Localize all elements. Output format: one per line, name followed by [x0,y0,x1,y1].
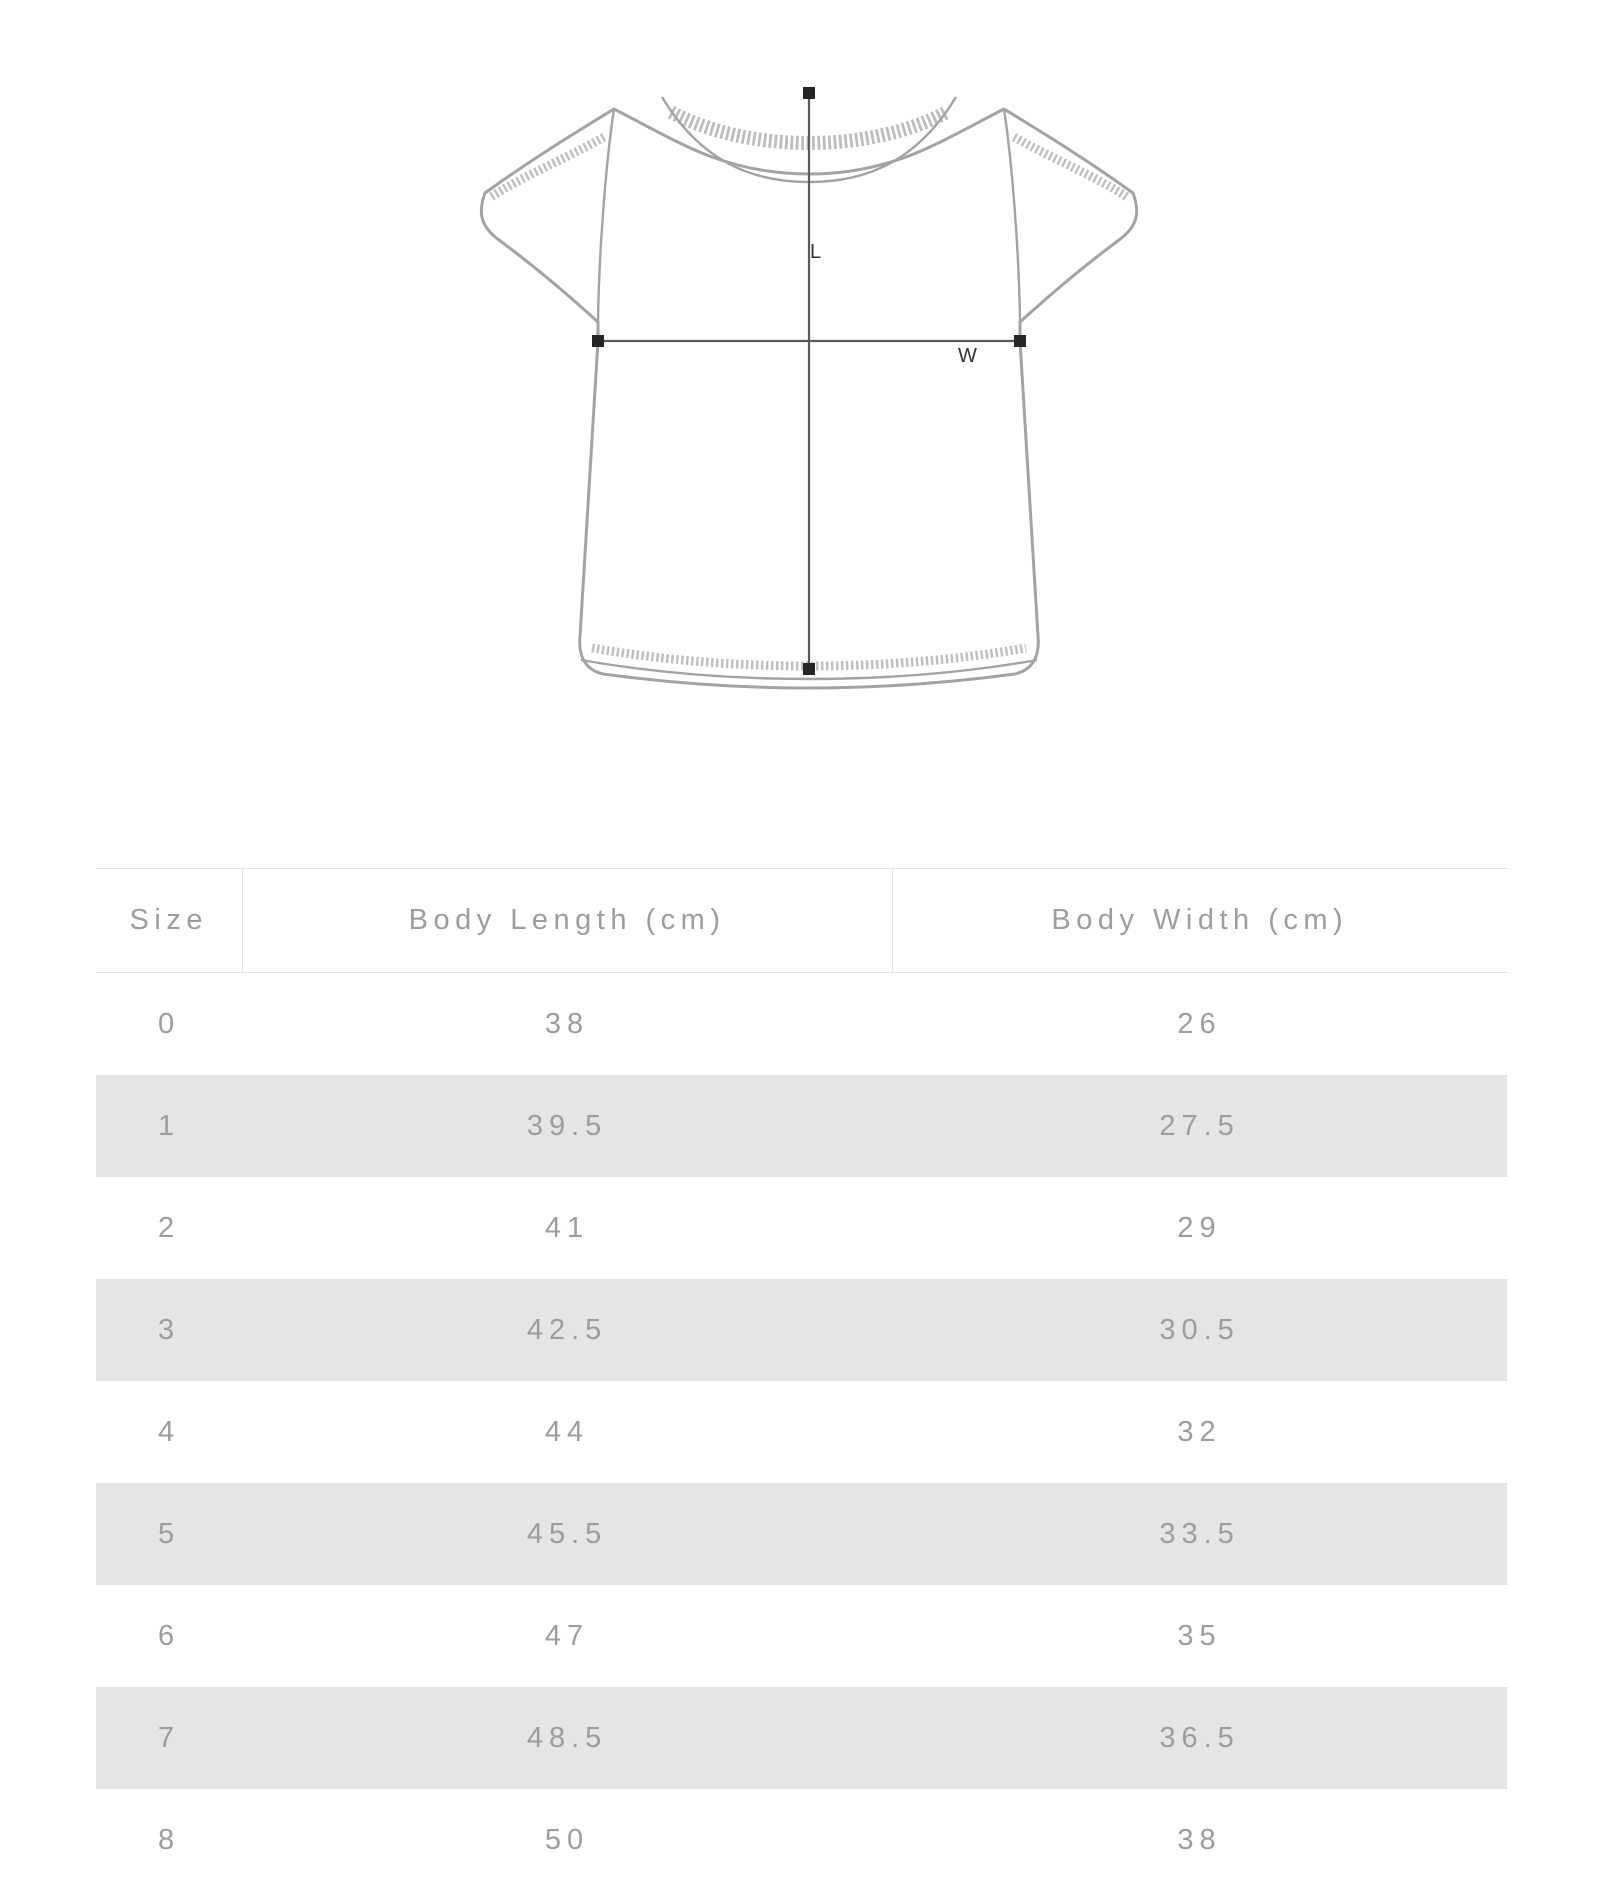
svg-text:L: L [810,241,821,263]
svg-text:W: W [958,345,977,367]
